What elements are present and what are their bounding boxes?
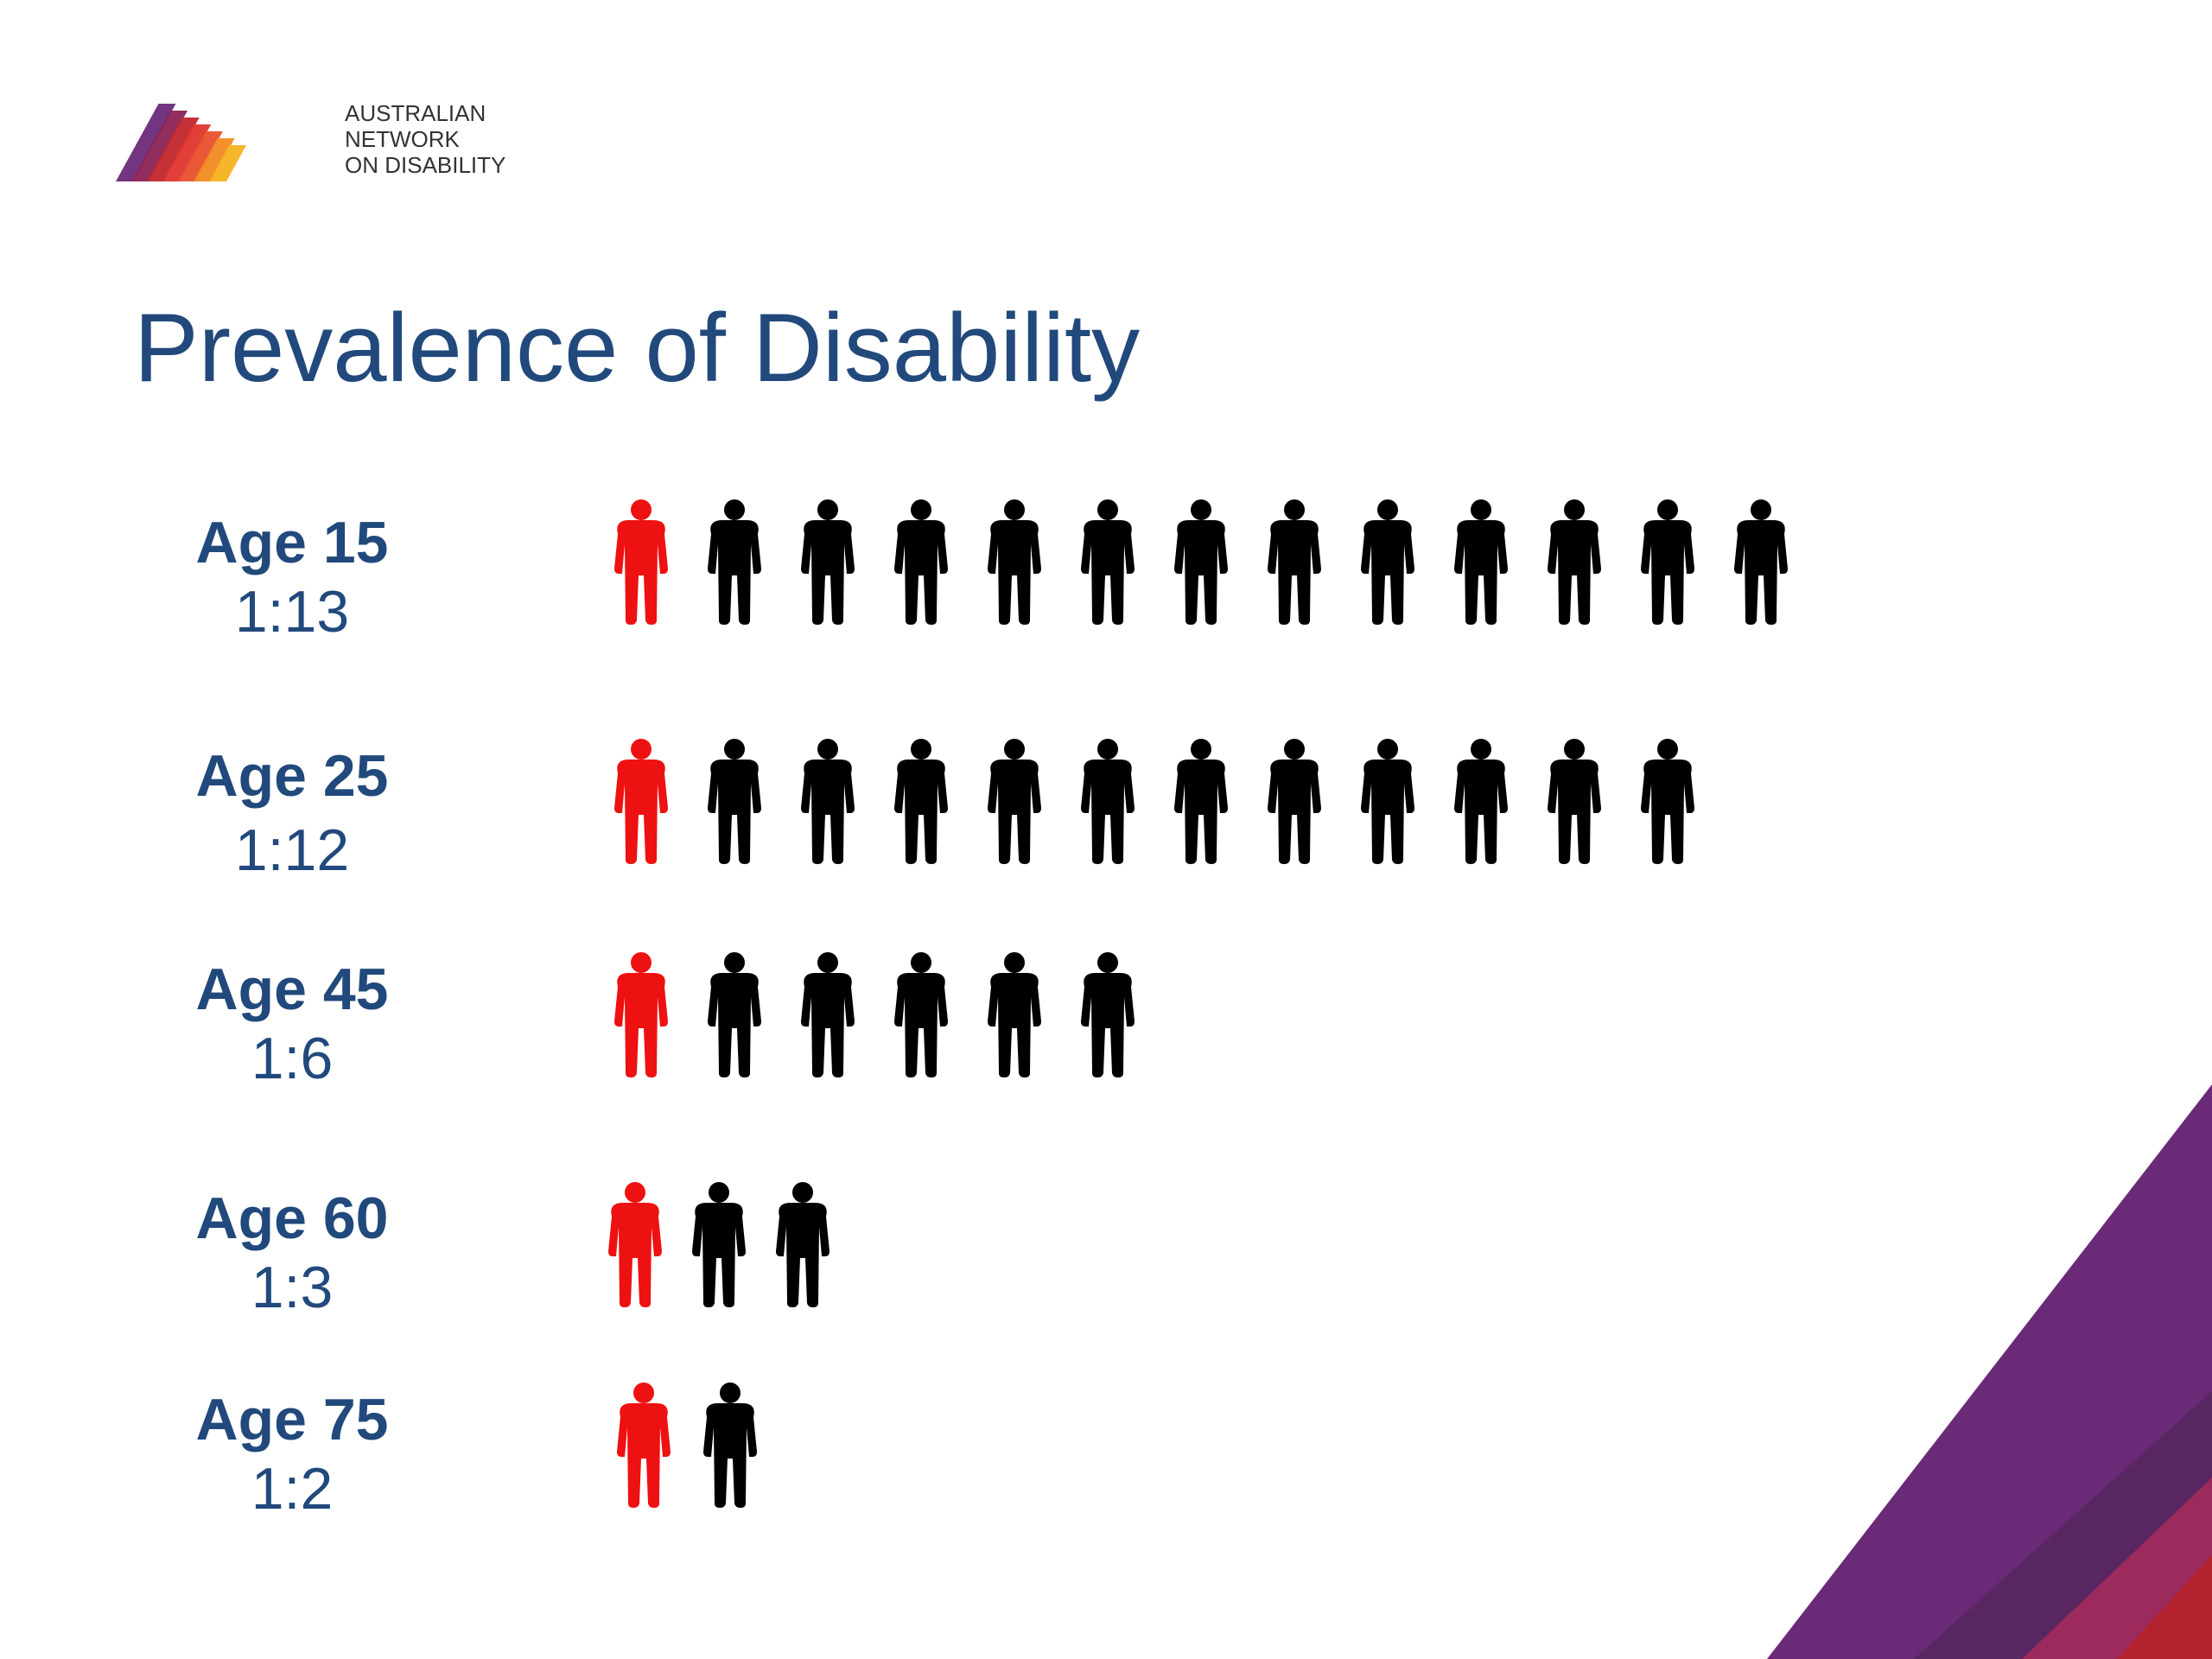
age-label: Age 60 (195, 1185, 389, 1251)
ratio-label: 1:12 (234, 817, 350, 883)
age-label: Age 75 (195, 1387, 389, 1452)
age-label: Age 45 (195, 957, 389, 1022)
person-icon (1081, 499, 1135, 625)
person-icon (801, 499, 855, 625)
person-icon (1734, 499, 1788, 625)
person-icon-highlighted (617, 1382, 671, 1508)
person-icon (708, 952, 761, 1077)
person-icon (708, 739, 761, 864)
row-label-age-25: Age 25 1:12 (164, 741, 420, 885)
person-icon (703, 1382, 757, 1508)
person-icon (1081, 952, 1135, 1077)
person-icon (1641, 739, 1694, 864)
person-icon-highlighted (608, 1182, 662, 1307)
logo-stripe (178, 131, 223, 181)
person-icon (988, 499, 1041, 625)
person-icon (1268, 499, 1321, 625)
age-label: Age 15 (195, 510, 389, 575)
person-icon (988, 739, 1041, 864)
person-icon (1454, 499, 1508, 625)
person-icon (1268, 739, 1321, 864)
person-icon (801, 739, 855, 864)
person-icon (1081, 739, 1135, 864)
org-name-line-3: ON DISABILITY (345, 152, 506, 178)
person-icon (692, 1182, 746, 1307)
person-icon-highlighted (614, 499, 668, 625)
org-name-line-2: NETWORK (345, 126, 460, 152)
logo-stripe (147, 118, 200, 181)
person-icon (1548, 739, 1601, 864)
person-icon-highlighted (614, 739, 668, 864)
person-icon (1641, 499, 1694, 625)
org-name: AUSTRALIAN NETWORK ON DISABILITY (345, 100, 505, 178)
row-label-age-45: Age 45 1:6 (164, 955, 420, 1093)
logo-stripe (116, 104, 176, 181)
row-label-age-15: Age 15 1:13 (164, 508, 420, 646)
logo-stripe (131, 111, 188, 181)
person-icon (1174, 499, 1228, 625)
ratio-label: 1:2 (251, 1456, 334, 1522)
person-icon-highlighted (614, 952, 668, 1077)
row-label-age-75: Age 75 1:2 (164, 1385, 420, 1523)
person-icon (801, 952, 855, 1077)
person-icon (1548, 499, 1601, 625)
person-icon (1174, 739, 1228, 864)
person-icon (1454, 739, 1508, 864)
person-icon (708, 499, 761, 625)
person-icon (1361, 739, 1414, 864)
row-label-age-60: Age 60 1:3 (164, 1184, 420, 1322)
ratio-label: 1:3 (251, 1255, 334, 1320)
age-label: Age 25 (195, 743, 389, 809)
logo-stripe (209, 145, 247, 181)
page-title: Prevalence of Disability (134, 294, 1141, 402)
person-icon (776, 1182, 830, 1307)
and-logo-icon (116, 104, 247, 181)
person-icon (894, 499, 948, 625)
person-icon (894, 739, 948, 864)
ratio-label: 1:6 (251, 1026, 334, 1091)
logo-stripe (194, 138, 235, 181)
ratio-label: 1:13 (234, 579, 350, 645)
person-icon (894, 952, 948, 1077)
person-icon (988, 952, 1041, 1077)
person-icon (1361, 499, 1414, 625)
logo-stripe (162, 124, 212, 181)
org-name-line-1: AUSTRALIAN (345, 100, 486, 126)
